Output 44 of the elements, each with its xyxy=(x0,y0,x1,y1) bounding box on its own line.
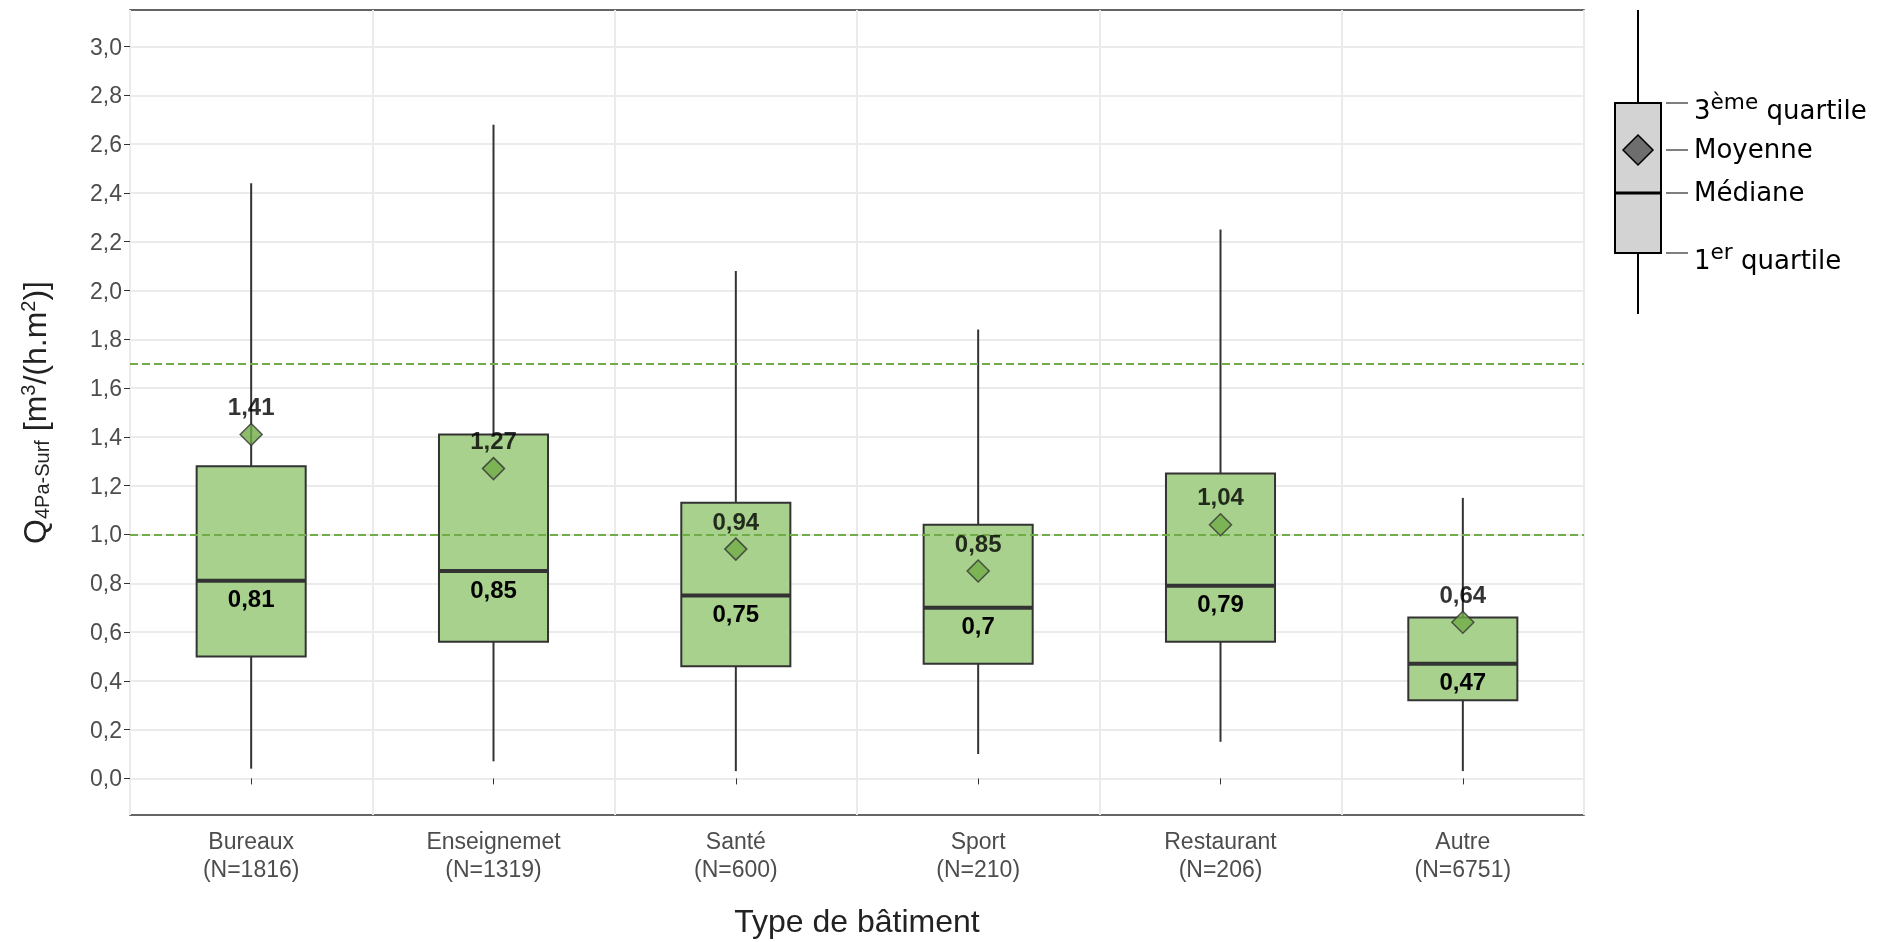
y-tick-label: 2,0 xyxy=(90,277,122,304)
y-tick-label: 0,8 xyxy=(90,570,122,597)
text: Moyenne xyxy=(1694,133,1813,165)
x-tick-label: Sport (N=210) xyxy=(936,828,1021,882)
y-tick-label: 2,8 xyxy=(90,82,122,109)
text: Médiane xyxy=(1694,176,1805,208)
y-tick-label: 0,4 xyxy=(90,667,123,694)
text: 0,7 xyxy=(961,612,995,640)
y-tick-label: 1,6 xyxy=(90,375,122,402)
point xyxy=(1208,512,1233,537)
y-tick-label: 1,8 xyxy=(90,326,122,353)
text: 0,85 xyxy=(470,575,517,603)
text: 0,75 xyxy=(712,599,760,627)
y-tick-label: 1,2 xyxy=(90,472,122,499)
point xyxy=(481,456,506,481)
point xyxy=(724,537,748,561)
text: 0,47 xyxy=(1439,668,1487,696)
data-label: 0,94 xyxy=(712,507,760,535)
point xyxy=(1451,610,1475,635)
y-tick-label: 1,4 xyxy=(90,423,123,450)
y-tick-label: 0,6 xyxy=(90,619,122,646)
x-tick-label: Santé (N=600) xyxy=(693,828,778,882)
data-label: 0,85 xyxy=(954,529,1002,557)
point xyxy=(239,422,263,447)
y-tick-label: 0,2 xyxy=(90,716,122,743)
y-tick-label: 2,6 xyxy=(90,131,122,158)
x-tick-label: Enseignemet (N=1319) xyxy=(426,828,562,882)
y-tick-label: 2,2 xyxy=(90,228,122,255)
x-tick-label: Restaurant (N=206) xyxy=(1164,828,1278,882)
data-label: 1,27 xyxy=(470,427,517,455)
text: 0,81 xyxy=(227,585,275,613)
y-tick-label: 0,0 xyxy=(90,765,122,792)
x-axis-title: Type de bâtiment xyxy=(734,903,980,939)
data-label: 1,04 xyxy=(1197,483,1245,511)
y-tick-label: 3,0 xyxy=(90,33,122,60)
text: 3$^{ème}$ quartile xyxy=(1694,88,1867,126)
y-tick-label: 1,0 xyxy=(90,521,122,548)
x-tick-label: Bureaux (N=1816) xyxy=(202,828,300,882)
text: 1$^{er}$ quartile xyxy=(1694,238,1842,276)
point xyxy=(966,559,990,583)
y-axis-title: Q4Pa-Surf [m3/(h.m2)] xyxy=(17,281,53,544)
text: 0,79 xyxy=(1197,590,1244,618)
x-tick-label: Autre (N=6751) xyxy=(1414,828,1512,882)
y-tick-label: 2,4 xyxy=(90,179,123,206)
